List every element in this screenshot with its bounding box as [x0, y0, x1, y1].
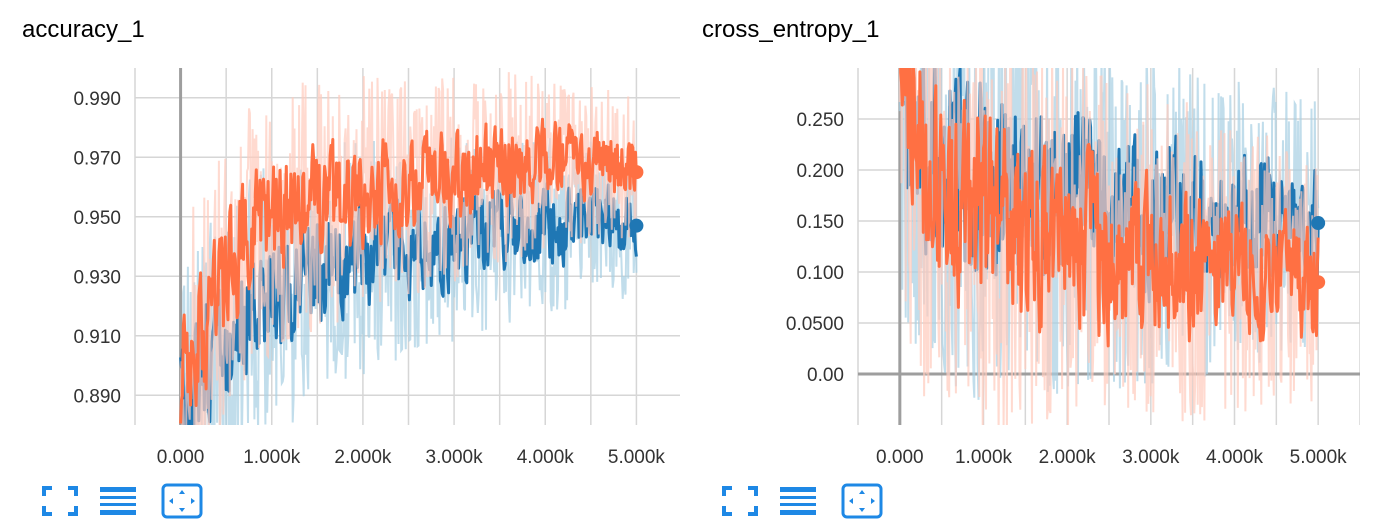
y-tick-label: 0.910: [73, 327, 121, 348]
x-tick-label: 0.000: [157, 447, 205, 468]
chart-title: accuracy_1: [22, 16, 145, 43]
x-tick-label: 4.000k: [1206, 447, 1264, 468]
chart-card-accuracy: accuracy_1 0.890 0.910 0.930 0.950 0.970 0.99…: [0, 0, 680, 528]
accuracy-plot[interactable]: 0.890 0.910 0.930 0.950 0.970 0.990 0.000 1.000…: [0, 0, 680, 480]
x-tick-label: 2.000k: [1039, 447, 1097, 468]
x-tick-label: 3.000k: [1122, 447, 1180, 468]
series-group: [179, 72, 638, 425]
x-tick-label: 1.000k: [243, 447, 301, 468]
smoothed-series-line: [899, 68, 1320, 348]
series-group: [898, 68, 1320, 425]
cross-entropy-plot[interactable]: 0.00 0.0500 0.100 0.150 0.200 0.250 0.000 1.000…: [680, 0, 1360, 480]
x-tick-label: 2.000k: [334, 447, 392, 468]
y-tick-label: 0.970: [73, 148, 121, 169]
y-tick-label: 0.890: [73, 386, 121, 407]
y-tick-label: 0.200: [796, 161, 844, 182]
chart-card-cross-entropy: cross_entropy_1 0.00 0.0500 0.100 0.150 0.20…: [680, 0, 1360, 528]
x-tick-label: 3.000k: [426, 447, 484, 468]
list-icon: [100, 487, 136, 515]
toggle-log-button[interactable]: [96, 482, 140, 520]
smoothed-series-line: [179, 117, 638, 424]
y-tick-label: 0.930: [73, 267, 121, 288]
series-endpoint: [1311, 275, 1326, 290]
x-tick-label: 5.000k: [1290, 447, 1348, 468]
y-tick-label: 0.0500: [786, 314, 844, 335]
fit-domain-icon: [161, 483, 203, 519]
fullscreen-icon: [42, 486, 78, 516]
chart-title: cross_entropy_1: [702, 16, 880, 43]
series-endpoint: [1311, 216, 1326, 231]
fit-domain-button[interactable]: [840, 482, 884, 520]
fullscreen-icon: [722, 486, 758, 516]
y-tick-label: 0.150: [796, 212, 844, 233]
y-tick-label: 0.990: [73, 89, 121, 110]
x-tick-label: 5.000k: [608, 447, 666, 468]
list-icon: [780, 487, 816, 515]
y-tick-label: 0.100: [796, 263, 844, 284]
fit-domain-icon: [841, 483, 883, 519]
series-endpoint: [629, 165, 644, 180]
toggle-log-button[interactable]: [776, 482, 820, 520]
fullscreen-button[interactable]: [718, 482, 762, 520]
x-tick-label: 0.000: [876, 447, 924, 468]
y-tick-label: 0.950: [73, 208, 121, 229]
y-tick-label: 0.00: [807, 365, 844, 386]
y-tick-label: 0.250: [796, 110, 844, 131]
x-tick-label: 4.000k: [517, 447, 575, 468]
fit-domain-button[interactable]: [160, 482, 204, 520]
fullscreen-button[interactable]: [38, 482, 82, 520]
series-endpoint: [629, 218, 644, 233]
x-tick-label: 1.000k: [955, 447, 1013, 468]
